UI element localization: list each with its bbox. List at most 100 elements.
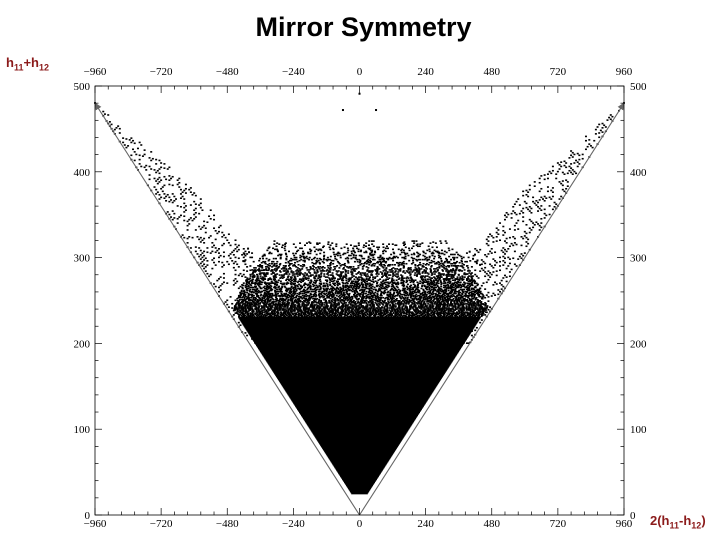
data-point [398,302,401,304]
data-point [423,311,426,313]
data-point [423,270,426,272]
data-point [244,259,247,261]
data-point [318,315,321,318]
data-point [478,309,481,311]
data-point [407,287,410,290]
data-point [388,282,391,285]
data-point [367,308,370,310]
data-point [260,312,263,314]
data-point [327,241,330,243]
data-point [329,309,332,311]
data-point [402,282,405,285]
data-point [413,314,416,317]
data-point [216,249,219,252]
data-point [429,314,432,317]
data-point [356,291,359,294]
data-point [317,311,320,313]
data-point [369,261,372,264]
data-point [408,268,411,270]
data-point [394,315,397,318]
data-point [244,250,247,253]
data-point [392,259,395,262]
data-point [293,310,296,312]
data-point [360,283,363,286]
data-point [260,265,263,267]
data-point [412,283,415,286]
data-point [368,314,371,317]
data-point [414,288,417,291]
data-point [430,280,433,283]
data-point [397,269,400,271]
data-point [279,315,282,318]
data-point [255,280,258,283]
data-point [263,303,266,305]
data-point [258,305,261,307]
data-point [424,313,427,315]
data-point [334,282,337,285]
data-point [430,270,433,272]
data-point [281,309,284,311]
data-point [204,266,207,268]
data-point [273,311,276,313]
data-point [443,280,446,283]
data-point [251,338,254,340]
data-point [432,279,435,282]
data-point [319,288,322,291]
data-point [379,315,382,318]
data-point [290,314,293,317]
data-point [280,288,283,291]
data-point [260,269,263,272]
data-point [355,307,358,309]
data-point-band [307,424,412,427]
data-point [305,302,308,304]
data-point [237,300,240,302]
data-point [368,277,371,279]
data-point [442,273,445,275]
data-point [466,287,469,290]
data-point [430,279,433,282]
data-point [318,306,321,308]
data-point [284,295,287,298]
data-point [405,277,408,279]
data-point [305,295,308,298]
data-point-band [311,430,408,433]
data-point [166,193,169,196]
data-point [153,169,156,171]
data-point [373,250,376,253]
data-point [412,298,415,301]
data-point [322,306,325,308]
data-point [299,280,302,283]
data-point [365,296,368,299]
data-point [387,301,390,303]
data-point [387,284,390,287]
data-point [341,303,344,305]
data-point [244,304,247,306]
data-point [203,242,206,244]
data-point [420,314,423,317]
data-point [289,282,292,285]
data-point [384,309,387,311]
data-point [449,315,452,318]
data-point [299,307,302,309]
data-point [423,315,426,318]
data-point [275,281,278,284]
data-point [263,311,266,313]
data-point [375,298,378,301]
data-point [322,255,325,258]
data-point [406,276,409,278]
data-point [395,282,398,285]
data-point [405,302,408,304]
data-point [408,247,411,250]
data-point [261,307,264,309]
data-point [336,254,339,257]
data-point [383,306,386,308]
data-point [255,312,258,314]
data-point [461,289,464,292]
data-point [384,250,387,253]
data-point [446,275,449,277]
data-point [468,292,471,295]
data-point [276,314,279,317]
data-point [266,284,269,287]
data-point [295,315,298,318]
data-point [472,297,475,300]
